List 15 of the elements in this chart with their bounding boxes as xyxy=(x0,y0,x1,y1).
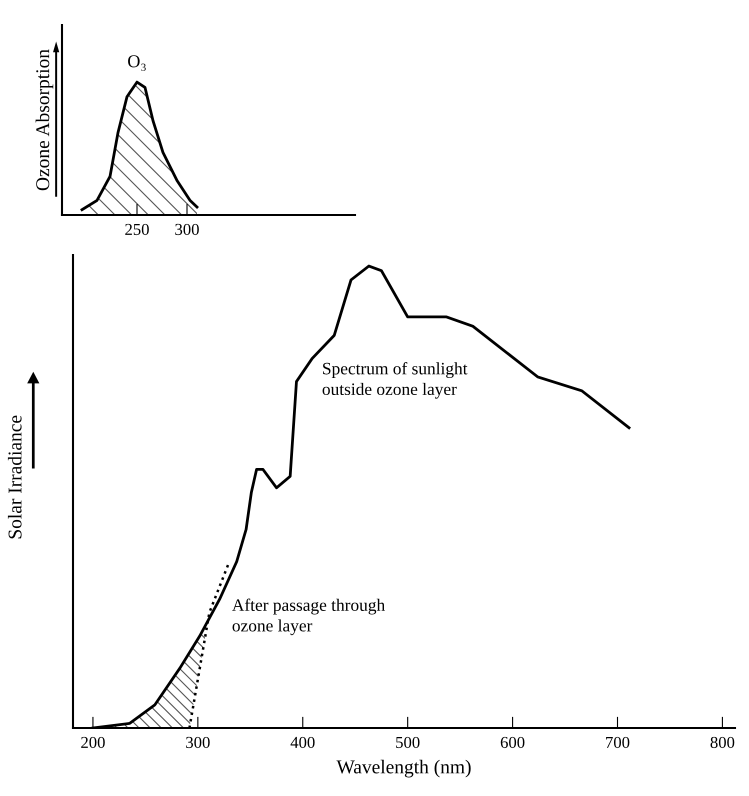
series-label: Spectrum of sunlight outside ozone layer xyxy=(322,362,468,399)
annotation: O₃ xyxy=(128,55,146,71)
x-axis-title: Wavelength (nm) xyxy=(336,760,471,778)
x-tick-label: 200 xyxy=(81,736,105,748)
x-tick-label: 700 xyxy=(606,736,630,748)
x-tick-label: 400 xyxy=(290,736,315,748)
x-tick-label: 600 xyxy=(500,736,524,748)
x-tick-label: 300 xyxy=(186,736,210,748)
y-axis-title: Ozone Absorption xyxy=(36,49,54,190)
x-tick-label: 250 xyxy=(125,224,149,236)
series-label: After passage through ozone layer xyxy=(232,598,385,636)
x-tick-label: 300 xyxy=(175,224,199,236)
x-tick-label: 800 xyxy=(710,736,734,748)
y-axis-title: Solar Irradiance xyxy=(8,416,22,538)
x-tick-label: 500 xyxy=(396,736,420,748)
